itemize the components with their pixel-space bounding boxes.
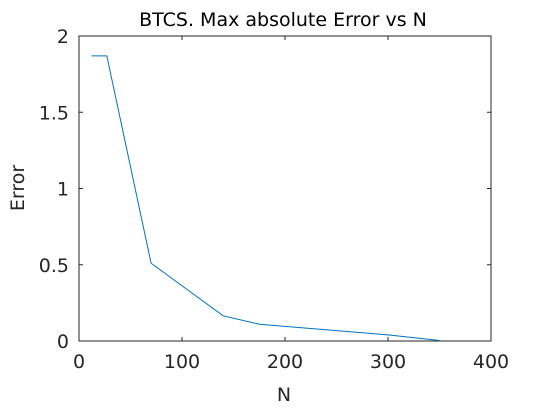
chart-title: BTCS. Max absolute Error vs N xyxy=(139,9,427,31)
x-axis-ticks: 0 100 200 300 400 xyxy=(73,36,509,373)
x-tick-label: 100 xyxy=(164,351,200,373)
x-tick-label: 200 xyxy=(267,351,303,373)
y-axis-ticks: 0 0.5 1 1.5 2 xyxy=(39,26,491,353)
x-tick-label: 300 xyxy=(370,351,406,373)
x-tick-label: 400 xyxy=(473,351,509,373)
series-layer xyxy=(91,55,440,342)
series-line xyxy=(91,55,440,342)
x-axis-label: N xyxy=(277,384,291,406)
y-axis-label: Error xyxy=(7,165,29,212)
plot-area xyxy=(78,35,492,342)
y-tick-label: 1.5 xyxy=(39,102,69,124)
y-tick-label: 0.5 xyxy=(39,255,69,277)
x-tick-label: 0 xyxy=(73,351,85,373)
y-tick-label: 2 xyxy=(57,26,69,48)
y-tick-label: 0 xyxy=(57,331,69,353)
y-tick-label: 1 xyxy=(57,179,69,201)
